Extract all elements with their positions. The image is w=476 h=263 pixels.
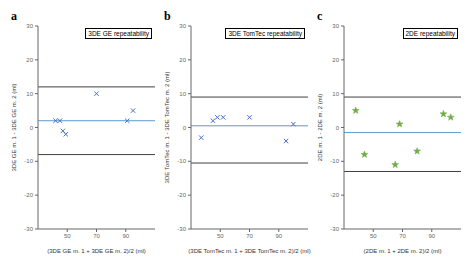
svg-text:-30: -30 — [24, 226, 33, 232]
svg-text:-20: -20 — [330, 192, 339, 198]
svg-text:70: 70 — [246, 233, 253, 239]
svg-text:10: 10 — [26, 91, 33, 97]
svg-text:20: 20 — [332, 57, 339, 63]
svg-text:0: 0 — [336, 125, 340, 131]
svg-text:50: 50 — [64, 233, 71, 239]
svg-text:-30: -30 — [177, 226, 186, 232]
html-text:c: c — [317, 9, 323, 23]
svg-text:-30: -30 — [330, 226, 339, 232]
svg-text:0: 0 — [30, 125, 34, 131]
html-text:3DE GE repeatability: 3DE GE repeatability — [88, 30, 149, 37]
html-text:a: a — [11, 9, 17, 23]
svg-text:10: 10 — [332, 91, 339, 97]
svg-text:70: 70 — [399, 233, 406, 239]
svg-text:50: 50 — [370, 233, 377, 239]
svg-text:20: 20 — [26, 57, 33, 63]
svg-text:90: 90 — [428, 233, 435, 239]
svg-text:20: 20 — [179, 57, 186, 63]
svg-text:90: 90 — [275, 233, 282, 239]
svg-text:-10: -10 — [330, 158, 339, 164]
svg-text:50: 50 — [217, 233, 224, 239]
html-text:3DE TomTec repeatability: 3DE TomTec repeatability — [228, 30, 302, 37]
svg-text:30: 30 — [332, 23, 339, 29]
svg-text:3DE TomTec m. 1 - 3DE TomTec m: 3DE TomTec m. 1 - 3DE TomTec m. 2 (ml) — [164, 72, 170, 184]
svg-text:-20: -20 — [177, 192, 186, 198]
svg-text:-10: -10 — [24, 158, 33, 164]
html-text:b: b — [164, 9, 171, 23]
svg-text:-20: -20 — [24, 192, 33, 198]
svg-text:2DE m. 1 - 2DE m. 2 (ml): 2DE m. 1 - 2DE m. 2 (ml) — [317, 94, 323, 161]
svg-text:10: 10 — [179, 91, 186, 97]
svg-text:0: 0 — [183, 125, 187, 131]
svg-text:-10: -10 — [177, 158, 186, 164]
svg-text:3DE GE m. 1 - 3DE GE m. 2 (ml): 3DE GE m. 1 - 3DE GE m. 2 (ml) — [11, 83, 17, 171]
svg-text:70: 70 — [93, 233, 100, 239]
svg-text:30: 30 — [179, 23, 186, 29]
html-text:2DE repeatability: 2DE repeatability — [405, 30, 455, 37]
svg-text:90: 90 — [122, 233, 129, 239]
svg-text:(2DE m. 1 + 2DE m. 2)/2 (ml): (2DE m. 1 + 2DE m. 2)/2 (ml) — [364, 248, 442, 254]
svg-text:30: 30 — [26, 23, 33, 29]
svg-text:(3DE TomTec m. 1 + 3DE TomTec: (3DE TomTec m. 1 + 3DE TomTec m. 2)/2 (m… — [188, 248, 310, 254]
svg-text:(3DE GE m. 1 + 3DE GE m. 2)/2: (3DE GE m. 1 + 3DE GE m. 2)/2 (ml) — [47, 248, 146, 254]
